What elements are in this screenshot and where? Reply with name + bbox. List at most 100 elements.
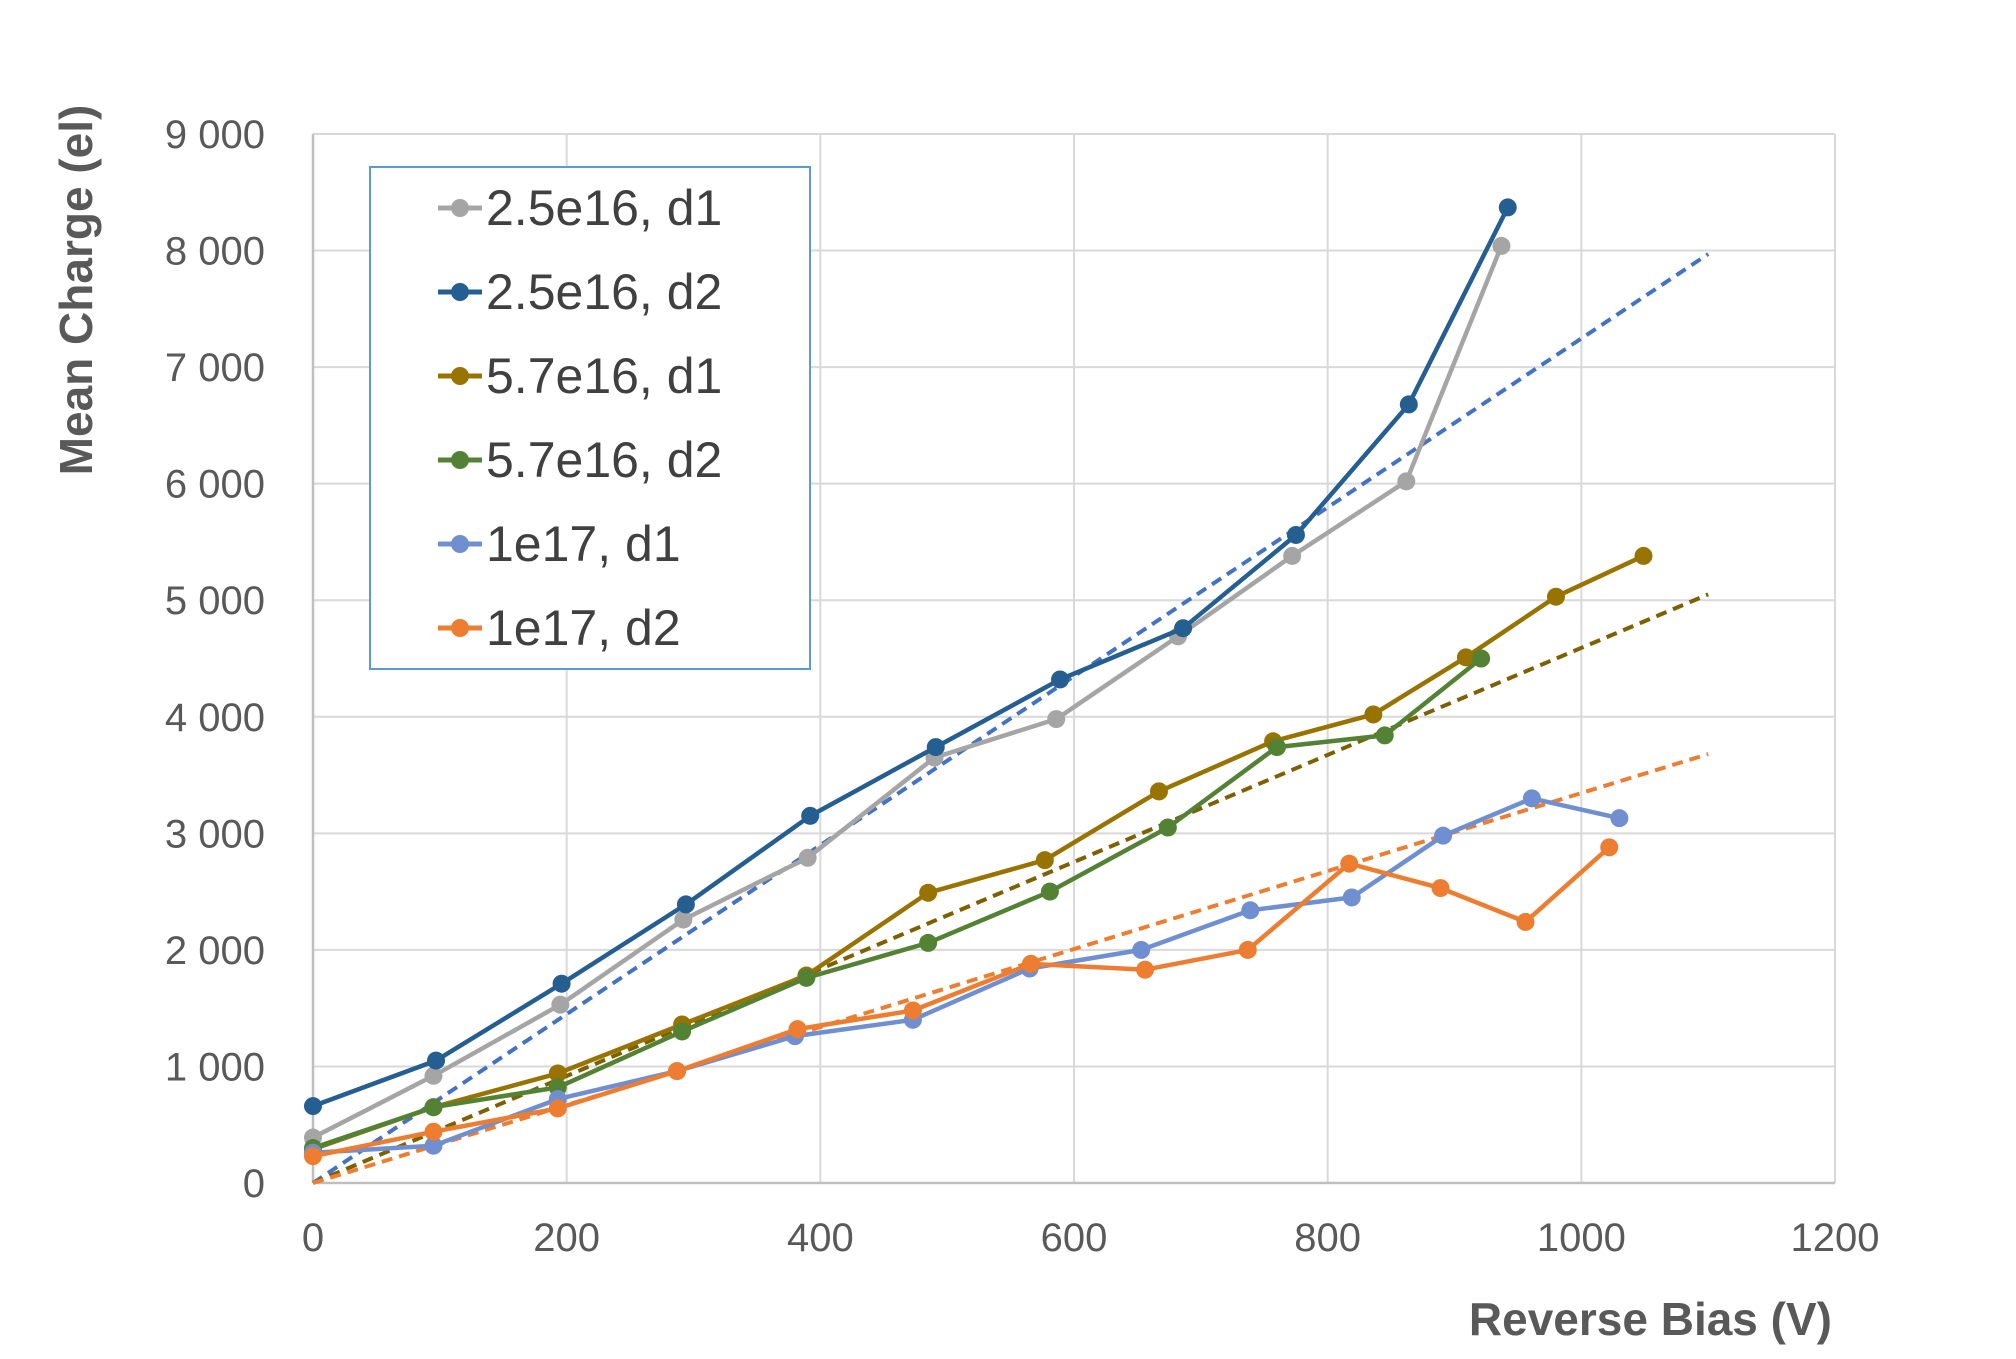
- y-tick-label: 3 000: [165, 812, 265, 856]
- data-point: [1283, 546, 1302, 565]
- legend-item-1e17-d1: 1e17, d1: [438, 516, 681, 572]
- legend-marker: [451, 199, 469, 217]
- data-point: [1600, 838, 1619, 857]
- trendline-5-7e16-d1: [312, 592, 1709, 1185]
- trendline-2-5e16-d2: [311, 252, 1710, 1185]
- data-point: [1434, 826, 1453, 845]
- data-point: [1472, 649, 1491, 668]
- trendline-1e17-d2: [312, 752, 1709, 1185]
- y-tick-label: 5 000: [165, 579, 265, 623]
- data-point: [1431, 879, 1450, 898]
- y-tick-label: 2 000: [165, 929, 265, 973]
- x-axis-title: Reverse Bias (V): [1469, 1293, 1832, 1345]
- series-2-5e16-d2: [304, 198, 1517, 1116]
- data-point: [552, 974, 571, 993]
- data-point: [1149, 782, 1168, 801]
- series-line: [312, 845, 1611, 1159]
- data-point: [1397, 472, 1416, 491]
- y-tick-label: 6 000: [165, 463, 265, 507]
- data-point: [798, 848, 817, 867]
- data-point: [1610, 809, 1629, 828]
- data-point: [1399, 395, 1418, 414]
- y-axis-title: Mean Charge (el): [50, 105, 102, 476]
- legend-marker: [451, 535, 469, 553]
- data-point: [1522, 789, 1541, 808]
- data-point: [1634, 546, 1653, 565]
- data-point: [427, 1051, 446, 1070]
- data-point: [1456, 648, 1475, 667]
- data-point: [1498, 198, 1517, 217]
- legend-item-2-5e16-d2: 2.5e16, d2: [438, 264, 722, 320]
- series-2-5e16-d1: [304, 236, 1511, 1147]
- data-point: [1136, 960, 1155, 979]
- legend-label: 2.5e16, d1: [486, 180, 722, 236]
- x-tick-label: 1200: [1791, 1216, 1880, 1260]
- data-point: [1047, 710, 1066, 729]
- legend-item-5-7e16-d2: 5.7e16, d2: [438, 432, 722, 488]
- legend-box: [369, 166, 811, 670]
- data-point: [424, 1122, 443, 1141]
- y-tick-label: 1 000: [165, 1045, 265, 1089]
- series-line: [312, 796, 1620, 1155]
- data-point: [673, 1022, 692, 1041]
- legend-marker: [451, 619, 469, 637]
- data-point: [1051, 670, 1070, 689]
- legend-item-2-5e16-d1: 2.5e16, d1: [438, 180, 722, 236]
- legend-marker: [451, 367, 469, 385]
- data-point: [424, 1066, 443, 1085]
- data-point: [1158, 818, 1177, 837]
- data-point: [1241, 901, 1260, 920]
- data-point: [1132, 940, 1151, 959]
- data-point: [1040, 882, 1059, 901]
- data-point: [1340, 854, 1359, 873]
- legend-marker: [451, 283, 469, 301]
- y-tick-label: 0: [243, 1162, 265, 1206]
- data-point: [1238, 940, 1257, 959]
- data-point: [548, 1064, 567, 1083]
- legend-item-1e17-d2: 1e17, d2: [438, 600, 681, 656]
- y-tick-label: 8 000: [165, 230, 265, 274]
- data-point: [304, 1147, 322, 1166]
- x-tick-label: 400: [787, 1216, 854, 1260]
- data-point: [1342, 888, 1361, 907]
- x-tick-label: 600: [1041, 1216, 1108, 1260]
- data-point: [304, 1097, 322, 1116]
- data-point: [1021, 954, 1040, 973]
- tick-labels: 0 1 000 2 000 3 000 4 000 5 000 6 000 7 000 8 00…: [165, 113, 1880, 1260]
- data-point: [1364, 705, 1383, 724]
- data-point: [1516, 912, 1535, 931]
- data-point: [551, 995, 570, 1014]
- data-point: [919, 883, 938, 902]
- data-point: [788, 1020, 807, 1039]
- legend: 2.5e16, d1 2.5e16, d2 5.7e16, d1 5.7e16, d2…: [369, 166, 811, 670]
- data-point: [676, 895, 695, 914]
- series: [304, 198, 1653, 1166]
- legend-label: 2.5e16, d2: [486, 264, 722, 320]
- y-tick-label: 9 000: [165, 113, 265, 157]
- data-point: [903, 1001, 922, 1020]
- data-point: [1286, 525, 1305, 544]
- legend-label: 1e17, d1: [486, 516, 681, 572]
- legend-marker: [451, 451, 469, 469]
- data-point: [926, 738, 945, 757]
- data-point: [1375, 726, 1394, 745]
- x-tick-label: 0: [302, 1216, 324, 1260]
- x-tick-label: 1000: [1537, 1216, 1626, 1260]
- x-tick-label: 200: [533, 1216, 600, 1260]
- data-point: [919, 933, 938, 952]
- y-tick-label: 4 000: [165, 696, 265, 740]
- legend-item-5-7e16-d1: 5.7e16, d1: [438, 348, 722, 404]
- series-1e17-d2: [304, 838, 1619, 1166]
- y-tick-label: 7 000: [165, 346, 265, 390]
- data-point: [1546, 587, 1565, 606]
- data-point: [548, 1099, 567, 1118]
- data-point: [797, 968, 816, 987]
- data-point: [424, 1136, 443, 1155]
- x-tick-label: 800: [1294, 1216, 1361, 1260]
- data-point: [1267, 738, 1286, 757]
- legend-label: 1e17, d2: [486, 600, 681, 656]
- series-1e17-d1: [304, 789, 1629, 1162]
- data-point: [1035, 851, 1054, 870]
- data-point: [801, 806, 820, 825]
